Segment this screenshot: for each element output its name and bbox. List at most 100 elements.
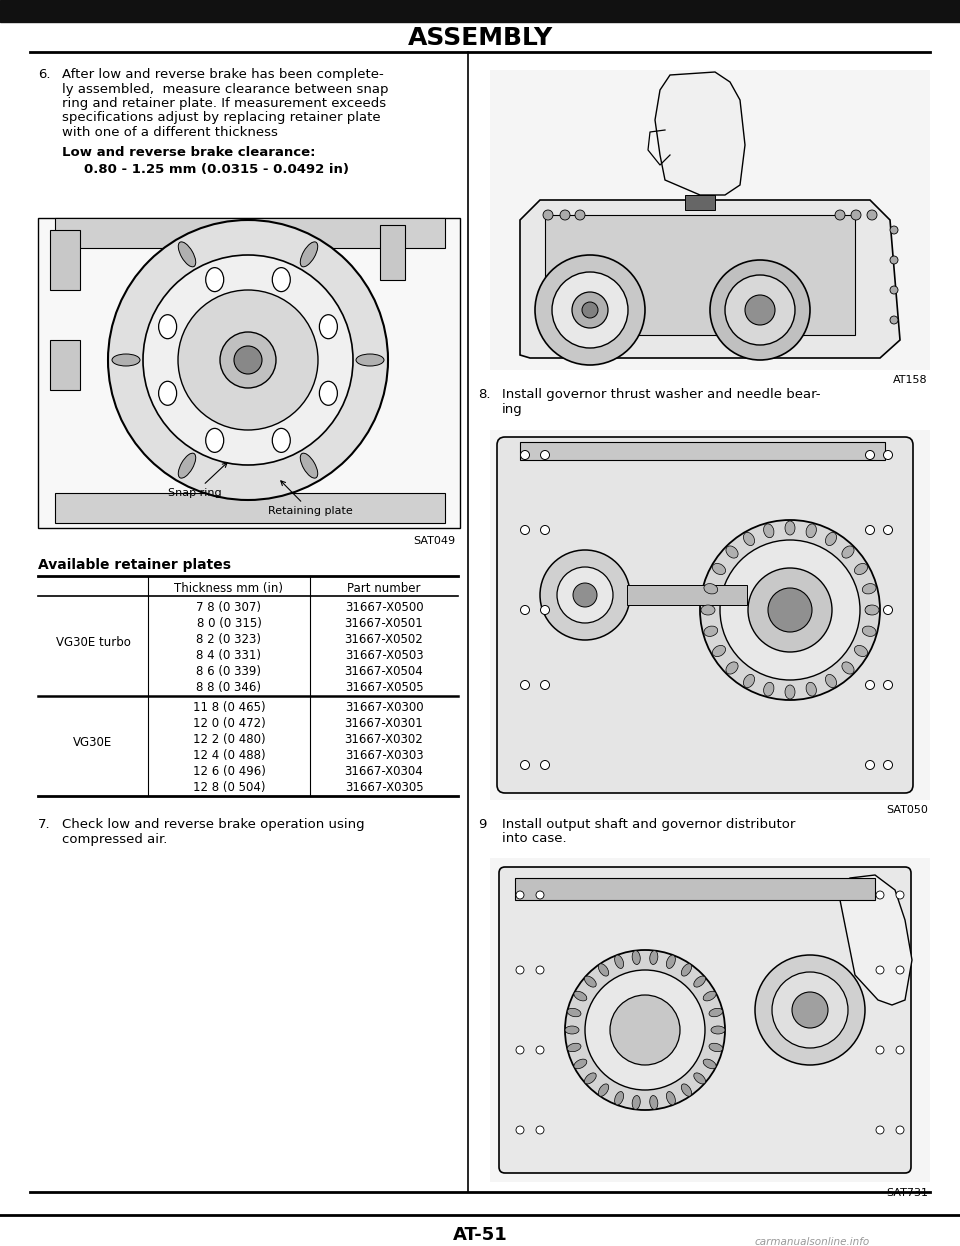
Ellipse shape [826,674,836,688]
Circle shape [540,549,630,640]
Text: SAT049: SAT049 [413,536,455,546]
Text: 8 0 (0 315): 8 0 (0 315) [197,617,261,630]
Ellipse shape [682,963,691,976]
Circle shape [755,954,865,1065]
Text: 8.: 8. [478,388,491,401]
Ellipse shape [632,951,640,964]
Text: Retaining plate: Retaining plate [268,481,352,516]
Circle shape [516,891,524,900]
Circle shape [536,1126,544,1134]
Text: 8 6 (0 339): 8 6 (0 339) [197,665,261,678]
Ellipse shape [300,454,318,478]
Ellipse shape [320,381,337,405]
Ellipse shape [356,354,384,366]
Bar [380,226,405,280]
Circle shape [565,949,725,1110]
FancyBboxPatch shape [499,867,911,1172]
Ellipse shape [112,354,140,366]
Bar [490,70,930,370]
Text: carmanualsonline.info: carmanualsonline.info [755,1237,870,1246]
Text: 31667-X0303: 31667-X0303 [345,749,423,763]
Circle shape [543,211,553,221]
Circle shape [866,606,875,614]
Ellipse shape [709,1008,723,1017]
Ellipse shape [632,1095,640,1109]
Ellipse shape [743,674,755,688]
Ellipse shape [694,1073,706,1084]
Text: 7.: 7. [38,819,51,831]
Circle shape [896,1045,904,1054]
Ellipse shape [806,523,816,538]
Circle shape [866,526,875,535]
Ellipse shape [666,954,676,968]
Circle shape [557,567,613,623]
Circle shape [219,247,233,260]
Text: 9: 9 [478,819,487,831]
Bar [627,586,747,606]
Ellipse shape [565,1025,579,1034]
Circle shape [883,526,893,535]
Circle shape [700,520,880,700]
Ellipse shape [320,315,337,339]
Circle shape [143,255,353,465]
Ellipse shape [862,583,876,594]
Polygon shape [520,201,900,358]
Ellipse shape [179,454,196,478]
Text: ly assembled,  measure clearance between snap: ly assembled, measure clearance between … [62,82,389,96]
Text: specifications adjust by replacing retainer plate: specifications adjust by replacing retai… [62,111,380,125]
Ellipse shape [567,1043,581,1052]
Ellipse shape [785,521,795,535]
Circle shape [876,891,884,900]
Circle shape [520,680,530,689]
FancyBboxPatch shape [497,437,913,792]
Ellipse shape [205,429,224,452]
Text: with one of a different thickness: with one of a different thickness [62,126,277,140]
Ellipse shape [806,683,816,697]
Circle shape [883,606,893,614]
Text: AT158: AT158 [894,375,928,385]
Circle shape [540,760,549,770]
Bar [55,218,445,248]
Circle shape [883,760,893,770]
Text: 8 8 (0 346): 8 8 (0 346) [197,682,261,694]
Ellipse shape [865,606,879,616]
Circle shape [772,972,848,1048]
Ellipse shape [179,242,196,267]
Text: 12 8 (0 504): 12 8 (0 504) [193,781,265,794]
Circle shape [516,1045,524,1054]
Text: VG30E: VG30E [73,735,112,749]
Ellipse shape [842,546,854,558]
Text: 12 4 (0 488): 12 4 (0 488) [193,749,265,763]
Text: ing: ing [502,402,523,415]
Ellipse shape [763,683,774,697]
Circle shape [867,211,877,221]
Circle shape [720,540,860,680]
Ellipse shape [567,1008,581,1017]
Circle shape [610,996,680,1065]
Circle shape [896,891,904,900]
Ellipse shape [763,523,774,538]
Circle shape [516,966,524,974]
Ellipse shape [614,954,624,968]
Text: ring and retainer plate. If measurement exceeds: ring and retainer plate. If measurement … [62,97,386,110]
Circle shape [710,260,810,360]
Circle shape [866,451,875,460]
Text: SAT731: SAT731 [886,1187,928,1197]
Ellipse shape [614,1091,624,1105]
Text: 31667-X0302: 31667-X0302 [345,733,423,746]
Text: 31667-X0501: 31667-X0501 [345,617,423,630]
Circle shape [883,680,893,689]
Text: Snap ring: Snap ring [168,462,228,498]
Circle shape [725,275,795,345]
Circle shape [108,221,388,500]
Circle shape [520,526,530,535]
Ellipse shape [709,1043,723,1052]
Circle shape [585,969,705,1090]
Text: Thickness mm (in): Thickness mm (in) [175,582,283,596]
Text: 11 8 (0 465): 11 8 (0 465) [193,701,265,714]
Bar [490,858,930,1182]
Text: After low and reverse brake has been complete-: After low and reverse brake has been com… [62,69,384,81]
Ellipse shape [650,1095,658,1109]
Ellipse shape [682,1084,691,1096]
Text: 12 0 (0 472): 12 0 (0 472) [193,716,265,730]
